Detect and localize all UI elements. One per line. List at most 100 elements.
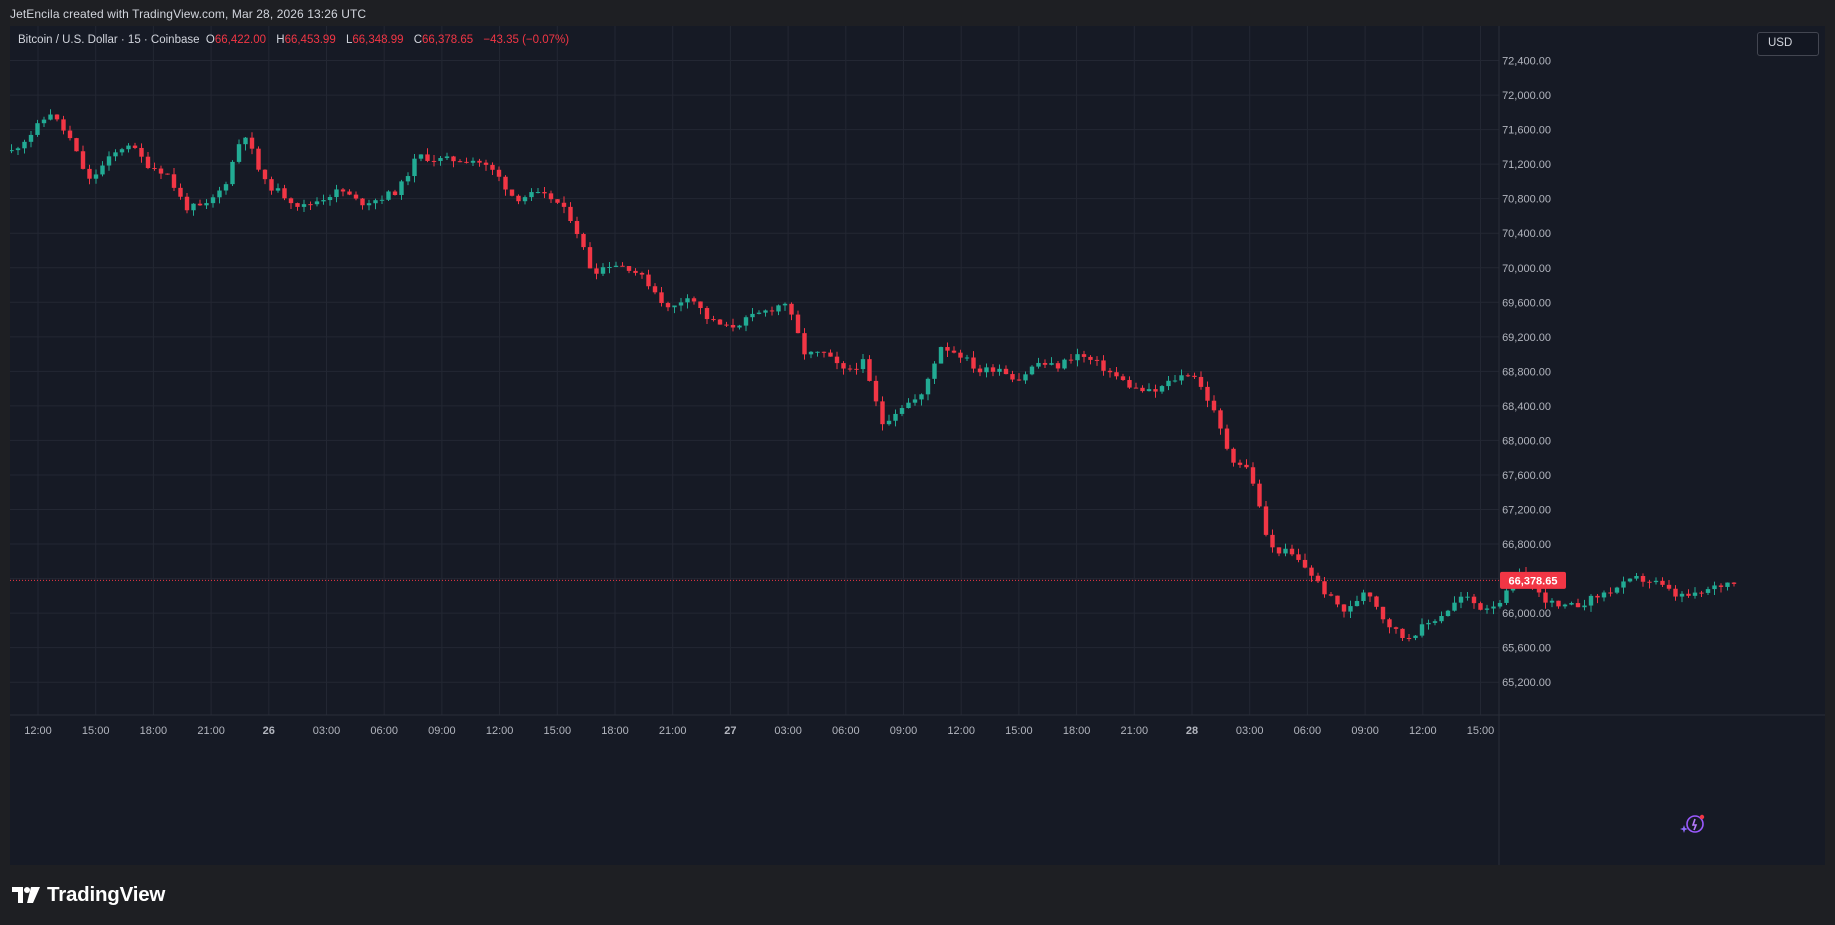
change-value: −43.35 (−0.07%) xyxy=(483,34,570,46)
high-value: 66,453.99 xyxy=(284,34,336,46)
y-tick-label: 68,800.00 xyxy=(1502,366,1551,378)
open-value: 66,422.00 xyxy=(214,34,267,46)
open-label: O xyxy=(205,34,215,46)
candle-body xyxy=(587,247,593,269)
tradingview-brand[interactable]: TradingView xyxy=(12,883,165,907)
candle-body xyxy=(737,325,742,328)
candle-body xyxy=(899,408,905,414)
sparkle-icon[interactable] xyxy=(1680,813,1708,835)
candle-body xyxy=(314,201,320,205)
candle-body xyxy=(347,191,352,195)
candle-body xyxy=(990,367,996,372)
candle-body xyxy=(652,286,658,293)
candle-body xyxy=(1692,592,1698,596)
candle-body xyxy=(769,310,775,312)
candle-body xyxy=(470,160,476,163)
x-tick-label: 06:00 xyxy=(832,725,860,737)
candle-body xyxy=(308,204,313,206)
candle-body xyxy=(334,189,339,198)
candle-body xyxy=(1075,354,1080,361)
candle-body xyxy=(1322,581,1327,595)
candle-body xyxy=(1562,604,1568,607)
candle-body xyxy=(386,191,391,200)
candle-body xyxy=(412,158,417,177)
candle-body xyxy=(451,156,456,162)
candle-body xyxy=(1062,359,1067,369)
candle-body xyxy=(1465,596,1470,598)
candle-body xyxy=(1153,389,1158,392)
candle-body xyxy=(1445,610,1451,617)
last-price-label: 66,378.65 xyxy=(1509,575,1558,587)
candle-body xyxy=(1172,380,1178,382)
candle-body xyxy=(750,313,755,318)
x-tick-label: 09:00 xyxy=(428,725,456,737)
candle-body xyxy=(444,156,450,159)
time-axis[interactable]: 12:00 15:00 18:00 21:00 26 03:00 06:00 09:00 12:… xyxy=(24,725,1494,737)
price-axis[interactable]: 72,400.00 72,000.00 71,600.00 71,200.00 70,8… xyxy=(1502,56,1551,690)
candle-body xyxy=(1328,594,1334,596)
candle-body xyxy=(1666,584,1672,589)
candle-body xyxy=(1640,575,1646,582)
candle-body xyxy=(1192,375,1197,377)
candle-body xyxy=(1634,575,1639,579)
grid xyxy=(10,26,1499,715)
candle-body xyxy=(80,151,86,169)
x-tick-label: 12:00 xyxy=(24,725,52,737)
candle-body xyxy=(1224,428,1230,449)
candle-body xyxy=(711,319,716,321)
candle-body xyxy=(1205,386,1210,401)
attribution-text: JetEncila created with TradingView.com, … xyxy=(10,7,367,21)
candle-body xyxy=(236,144,242,162)
x-tick-label: 21:00 xyxy=(197,725,225,737)
y-tick-label: 68,000.00 xyxy=(1502,435,1551,447)
candle-body xyxy=(535,192,541,194)
candle-body xyxy=(1595,595,1600,598)
currency-button[interactable]: USD xyxy=(1757,32,1819,56)
candle-body xyxy=(1296,554,1301,560)
candle-body xyxy=(555,199,560,203)
candle-body xyxy=(529,192,534,198)
candle-body xyxy=(1127,380,1132,388)
x-tick-label: 12:00 xyxy=(1409,725,1437,737)
candle-body xyxy=(204,203,209,206)
x-tick-label: 09:00 xyxy=(890,725,918,737)
candle-body xyxy=(1393,627,1399,629)
candle-body xyxy=(1042,362,1048,365)
candle-body xyxy=(847,368,853,370)
candle-body xyxy=(1419,624,1425,636)
candle-body xyxy=(574,221,580,235)
candle-body xyxy=(243,137,248,145)
candle-body xyxy=(288,198,294,204)
y-tick-label: 66,000.00 xyxy=(1502,608,1551,620)
candle-body xyxy=(607,267,612,269)
candle-body xyxy=(724,324,729,326)
candle-body xyxy=(691,298,697,302)
candle-body xyxy=(600,267,606,274)
candle-body xyxy=(717,319,723,325)
candle-body xyxy=(1120,376,1126,381)
candle-body xyxy=(860,359,866,370)
y-tick-label: 71,200.00 xyxy=(1502,159,1551,171)
candle-body xyxy=(1049,363,1054,365)
candle-body xyxy=(685,298,690,303)
candlestick-chart[interactable]: 72,400.00 72,000.00 71,600.00 71,200.00 70,8… xyxy=(10,26,1825,865)
candle-body xyxy=(1491,606,1496,609)
close-label: C xyxy=(413,34,423,46)
low-value: 66,348.99 xyxy=(352,34,404,46)
x-tick-label: 15:00 xyxy=(1005,725,1033,737)
ohlc-legend[interactable]: Bitcoin / U.S. Dollar · 15 · Coinbase O6… xyxy=(18,34,576,46)
symbol-description[interactable]: Bitcoin / U.S. Dollar · 15 · Coinbase xyxy=(18,34,200,46)
candle-body xyxy=(1549,600,1555,603)
chart-panel[interactable]: 72,400.00 72,000.00 71,600.00 71,200.00 70,8… xyxy=(10,26,1825,865)
candle-body xyxy=(269,179,274,191)
candle-body xyxy=(1263,506,1269,535)
candle-body xyxy=(1166,380,1171,387)
candle-body xyxy=(971,357,976,369)
candle-body xyxy=(184,196,190,211)
candle-body xyxy=(230,161,235,185)
x-tick-label: 27 xyxy=(724,725,736,737)
candle-body xyxy=(483,162,489,165)
candle-body xyxy=(275,188,281,191)
candle-body xyxy=(1647,581,1652,583)
candle-body xyxy=(1673,588,1678,597)
